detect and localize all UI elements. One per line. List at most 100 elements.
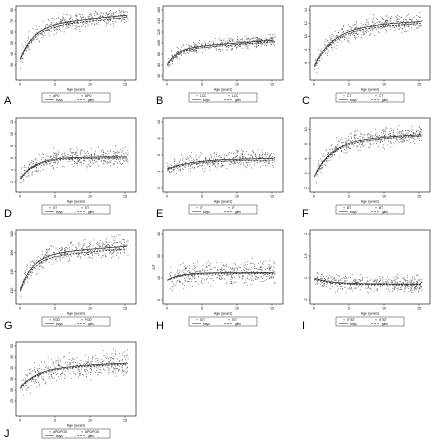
scatter-point	[379, 279, 381, 281]
scatter-point	[418, 288, 420, 290]
x-tick-label: 15	[123, 83, 127, 87]
scatter-point	[365, 22, 367, 24]
scatter-point	[389, 18, 391, 20]
scatter-point	[46, 23, 48, 25]
scatter-point	[220, 39, 222, 41]
scatter-point	[93, 250, 95, 252]
scatter-point	[193, 268, 195, 270]
scatter-point	[43, 164, 45, 166]
scatter-point	[173, 159, 175, 160]
scatter-point	[175, 173, 177, 174]
scatter-point	[53, 34, 55, 36]
scatter-point	[126, 11, 128, 13]
scatter-point	[199, 269, 201, 271]
scatter-point	[359, 289, 361, 291]
scatter-point	[409, 142, 411, 144]
scatter-point	[98, 159, 100, 160]
scatter-point	[315, 65, 317, 67]
scatter-point	[221, 261, 223, 263]
scatter-point	[209, 265, 211, 267]
scatter-point	[204, 43, 206, 45]
scatter-point	[350, 140, 352, 142]
scatter-point	[56, 29, 58, 31]
scatter-point	[36, 171, 38, 173]
scatter-point	[334, 31, 336, 33]
scatter-point	[376, 287, 378, 289]
scatter-point	[97, 157, 99, 159]
scatter-point	[355, 21, 357, 23]
scatter-point	[331, 47, 333, 48]
scatter-point	[404, 285, 406, 287]
scatter-point	[101, 16, 103, 18]
scatter-point	[232, 38, 233, 40]
scatter-point	[381, 285, 383, 286]
scatter-point	[94, 249, 96, 251]
scatter-point	[106, 245, 108, 247]
scatter-point	[384, 140, 386, 142]
scatter-point	[384, 148, 386, 150]
scatter-point	[271, 40, 273, 42]
scatter-point	[101, 362, 103, 364]
scatter-point	[116, 247, 118, 249]
scatter-point	[94, 355, 96, 357]
scatter-point	[170, 171, 172, 173]
scatter-point	[335, 47, 337, 49]
scatter-point	[237, 269, 239, 271]
scatter-point	[21, 285, 23, 287]
scatter-point	[42, 34, 44, 36]
scatter-point	[406, 15, 408, 17]
scatter-point	[75, 15, 77, 17]
scatter-point	[322, 284, 323, 286]
scatter-point	[239, 45, 241, 47]
scatter-point	[367, 280, 369, 282]
scatter-point	[124, 355, 126, 357]
scatter-point	[114, 369, 116, 371]
scatter-point	[370, 24, 372, 26]
scatter-point	[123, 244, 125, 246]
scatter-point	[70, 20, 72, 22]
scatter-point	[54, 156, 56, 158]
scatter-point	[271, 274, 273, 276]
scatter-point	[108, 360, 110, 362]
scatter-point	[34, 167, 35, 169]
scatter-point	[336, 285, 338, 287]
scatter-point	[397, 278, 399, 280]
scatter-point	[183, 52, 185, 54]
scatter-point	[90, 379, 92, 381]
scatter-point	[420, 130, 422, 132]
scatter-point	[92, 357, 94, 359]
scatter-point	[120, 11, 122, 13]
scatter-point	[214, 155, 216, 157]
scatter-point	[417, 130, 419, 132]
scatter-point	[204, 168, 206, 170]
scatter-point	[316, 272, 318, 273]
scatter-point	[351, 287, 352, 288]
scatter-point	[55, 155, 57, 157]
scatter-point	[117, 364, 119, 366]
scatter-point	[170, 164, 172, 166]
scatter-point	[405, 16, 407, 18]
scatter-point	[421, 290, 423, 292]
scatter-point	[255, 46, 257, 48]
scatter-point	[55, 247, 57, 249]
scatter-point	[57, 163, 59, 165]
scatter-point	[92, 239, 94, 241]
scatter-point	[74, 28, 76, 30]
scatter-point	[64, 20, 66, 22]
scatter-point	[346, 149, 348, 151]
scatter-point	[122, 15, 124, 17]
legend-boys: boys	[350, 322, 357, 326]
scatter-point	[38, 153, 40, 155]
scatter-point	[114, 242, 116, 244]
scatter-point	[198, 270, 200, 272]
scatter-point	[60, 248, 62, 250]
scatter-point	[333, 148, 335, 150]
scatter-point	[39, 269, 41, 271]
scatter-point	[242, 47, 244, 49]
scatter-point	[53, 155, 55, 157]
scatter-point	[28, 49, 30, 51]
scatter-point	[396, 19, 398, 21]
scatter-point	[360, 30, 362, 32]
scatter-point	[271, 275, 273, 277]
scatter-point	[191, 51, 193, 52]
